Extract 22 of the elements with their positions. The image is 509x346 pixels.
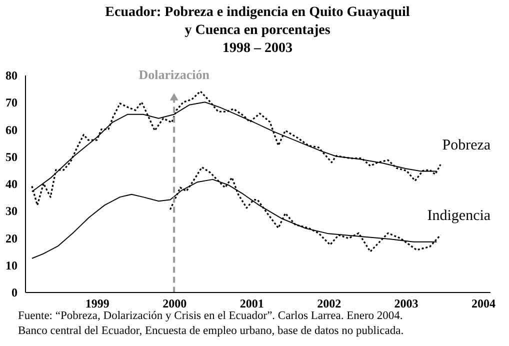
series-label: Indigencia — [427, 208, 491, 224]
chart-title: Ecuador: Pobreza e indigencia en Quito Guayaquil y Cuenca en porcentajes 1998 – 2003 — [105, 5, 410, 56]
x-tick-label: 2001 — [240, 296, 264, 310]
y-tick-label: 70 — [6, 96, 18, 110]
y-tick-label: 80 — [6, 68, 18, 82]
y-tick-label: 60 — [6, 122, 18, 137]
y-tick-label: 20 — [6, 231, 18, 246]
y-tick-label: 40 — [6, 177, 18, 191]
x-tick-label: 2002 — [317, 296, 342, 310]
x-tick-label: 1999 — [85, 296, 110, 310]
x-tick-label: 2000 — [162, 296, 187, 310]
y-tick-label: 30 — [6, 204, 18, 218]
line-series — [31, 90, 442, 206]
source-note: Fuente: “Pobreza, Dolarización y Crisis en el Ecuador”. Carlos Larrea. Enero 2004. — [18, 309, 404, 324]
ref-line-label: Dolarización — [138, 67, 210, 82]
y-tick-label: 10 — [6, 258, 18, 272]
x-tick-label: 2003 — [394, 296, 418, 310]
series-label: Pobreza — [442, 138, 491, 154]
x-tick-label: 2004 — [472, 296, 496, 310]
text: Banco central del Ecuador, Encuesta de empleo urbano, base de datos no publicada. — [18, 324, 404, 339]
y-tick-label: 50 — [6, 150, 18, 164]
y-tick-label: 0 — [12, 286, 18, 300]
